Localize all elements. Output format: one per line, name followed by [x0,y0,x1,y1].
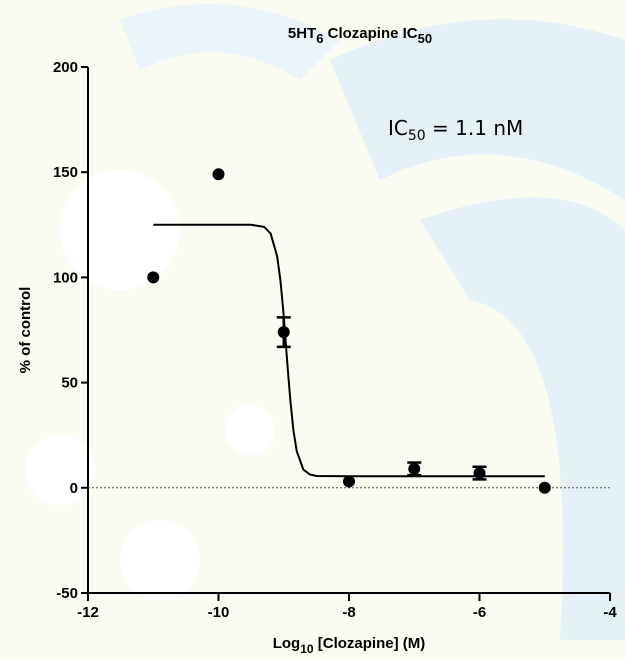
blob [25,435,95,505]
stripe [120,4,340,80]
stripe [420,197,625,641]
data-point [147,271,160,284]
data-point [538,481,551,494]
blob [120,520,200,600]
annotation: IC50 = 1.1 nM [388,116,523,144]
y-tick-label: 200 [53,59,78,76]
x-tick-label: -12 [77,604,99,621]
annotation-part: IC [388,116,408,140]
blob [225,405,275,455]
title-part: 5HT [288,25,316,42]
y-tick-label: 50 [61,375,78,392]
title-subscript: 6 [316,31,323,46]
annotation-part: = 1.1 nM [426,116,524,140]
title-part: Clozapine IC [323,25,417,42]
x-tick-label: -6 [473,604,486,621]
xlabel-part: [Clozapine] (M) [314,635,426,652]
y-tick-label: 0 [70,480,78,497]
data-point [343,475,355,488]
x-tick-label: -10 [208,604,230,621]
y-tick-label: 150 [53,164,78,181]
title-subscript: 50 [418,31,432,46]
x-tick-label: -4 [603,604,617,621]
x-tick-label: -8 [342,604,355,621]
y-axis-label: % of control [17,287,34,374]
blob [60,170,180,290]
y-tick-label: 100 [53,269,78,286]
data-point [277,326,290,339]
data-point [408,462,421,475]
x-axis-label: Log10 [Clozapine] (M) [273,635,426,656]
xlabel-subscript: 10 [300,642,314,656]
fit-curve [153,223,545,478]
stripe [330,19,625,200]
xlabel-part: Log [273,635,301,652]
data-point [212,168,225,181]
y-tick-label: -50 [56,585,78,602]
data-point [473,467,486,480]
annotation-subscript: 50 [408,128,426,144]
chart-title: 5HT6 Clozapine IC50 [288,25,432,46]
